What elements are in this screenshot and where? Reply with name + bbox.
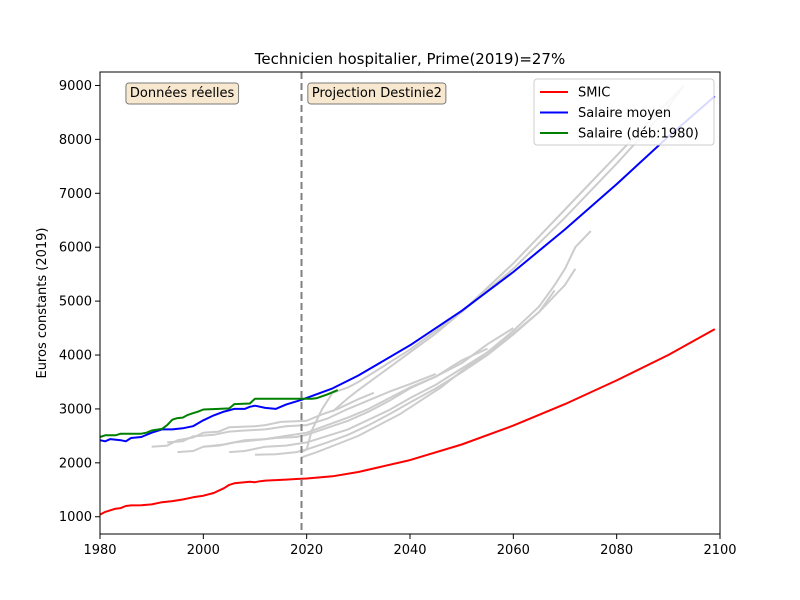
y-tick-label: 6000 bbox=[59, 241, 92, 256]
series-line-3 bbox=[99, 389, 339, 438]
series-line-2 bbox=[99, 95, 716, 443]
annotation-1: Données réelles bbox=[125, 82, 240, 105]
y-tick-label: 5000 bbox=[59, 295, 92, 310]
x-tick-label: 2000 bbox=[187, 543, 220, 558]
background-line-2 bbox=[167, 372, 437, 444]
annotation-text: Projection Destinie2 bbox=[312, 86, 442, 101]
plot-area: Données réelles Projection Destinie2 bbox=[99, 71, 721, 535]
background-line-4 bbox=[203, 327, 514, 448]
legend-frame bbox=[533, 78, 715, 146]
plot-background bbox=[100, 72, 720, 534]
x-tick-label: 2040 bbox=[393, 543, 426, 558]
background-line-7 bbox=[301, 230, 592, 459]
legend-label: Salaire moyen bbox=[578, 106, 671, 121]
main-series-group bbox=[99, 95, 716, 516]
y-tick-label: 9000 bbox=[59, 79, 92, 94]
annotation-box bbox=[125, 82, 240, 105]
x-tick-label: 2020 bbox=[290, 543, 323, 558]
legend: SMIC Salaire moyen Salaire (déb:1980) bbox=[533, 78, 715, 146]
x-tick-label: 2100 bbox=[703, 543, 736, 558]
y-tick-label: 7000 bbox=[59, 187, 92, 202]
annotation-text: Données réelles bbox=[130, 86, 235, 101]
annotation-box bbox=[307, 82, 447, 105]
x-tick-label: 2080 bbox=[600, 543, 633, 558]
series-line-1 bbox=[99, 328, 716, 516]
y-axis-title: Euros constants (2019) bbox=[35, 227, 50, 378]
y-tick-label: 4000 bbox=[59, 349, 92, 364]
background-line-8 bbox=[301, 84, 685, 453]
annotation-2: Projection Destinie2 bbox=[307, 82, 447, 105]
x-tick-label: 2060 bbox=[497, 543, 530, 558]
y-tick-label: 1000 bbox=[59, 510, 92, 525]
legend-entry-2: Salaire moyen bbox=[540, 106, 671, 121]
y-tick-label: 2000 bbox=[59, 456, 92, 471]
annotation-group: Données réelles Projection Destinie2 bbox=[125, 82, 447, 105]
y-tick-label: 3000 bbox=[59, 402, 92, 417]
background-line-5 bbox=[229, 289, 556, 454]
y-tick-label: 8000 bbox=[59, 133, 92, 148]
legend-entry-3: Salaire (déb:1980) bbox=[540, 127, 699, 142]
legend-label: Salaire (déb:1980) bbox=[578, 127, 699, 142]
x-axis: 1980 2000 2020 2040 2060 2080 2100 bbox=[83, 534, 737, 558]
chart-title: Technicien hospitalier, Prime(2019)=27% bbox=[254, 50, 565, 68]
legend-entry-1: SMIC bbox=[540, 86, 610, 101]
legend-label: SMIC bbox=[578, 86, 610, 101]
x-tick-label: 1980 bbox=[83, 543, 116, 558]
y-axis: 1000 2000 3000 4000 5000 6000 7000 8000 9000 bbox=[59, 79, 100, 525]
